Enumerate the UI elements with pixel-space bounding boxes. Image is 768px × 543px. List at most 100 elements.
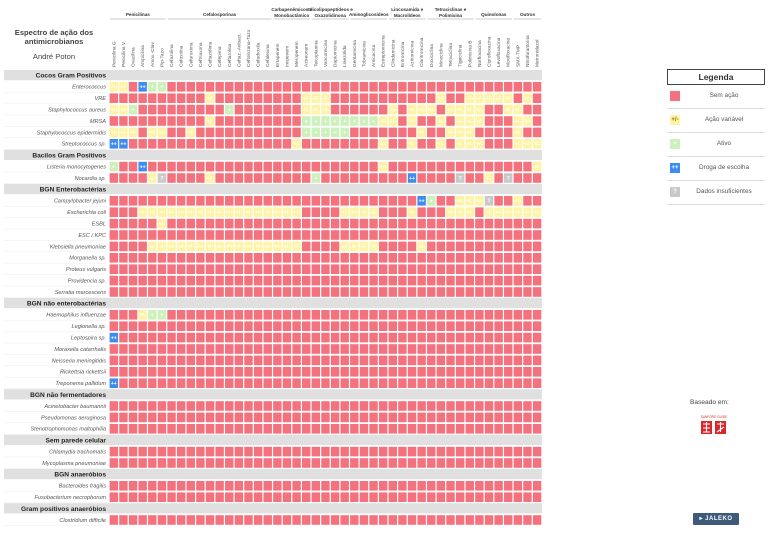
- cell-neisseria-meningitidis-tigeciclina: [455, 355, 465, 366]
- cell-fusobacterium-necrophorum-cefuroxima: [186, 492, 195, 502]
- cell-staphylococcus-aureus-teicoplanina: [311, 104, 321, 115]
- cell-nocardia-sp-ceftarolina: [225, 173, 234, 183]
- cell-esbl-ertapenem: [273, 218, 282, 229]
- cell-streptococcus-sp-eritromicina: [398, 139, 407, 149]
- cell-staphylococcus-epidermidis-cefadroxila: [253, 127, 263, 138]
- cell-esbl-claritromicina: [417, 218, 426, 229]
- cell-symbol-mrsa-clindamicina: +/-: [390, 119, 396, 125]
- cell-esc-kpc-ertapenem: [273, 230, 282, 240]
- cell-vre-ceftazidima: [205, 93, 215, 103]
- cell-symbol-haemophilus-influenzae-pip-tazo: +: [160, 313, 163, 319]
- cell-treponema-pallidum-metronidazol: [532, 378, 542, 388]
- cell-acinetobacter-baumannii-claritromicina: [417, 401, 426, 411]
- legend-swatch-ativo: +: [670, 139, 680, 149]
- cell-esc-kpc-ampicilina: [138, 230, 147, 240]
- cell-symbol-staphylococcus-aureus-ceftarolina: +: [228, 107, 231, 113]
- cell-mycoplasma-pneumoniae-moxifloxacina: [504, 458, 513, 468]
- cell-rickettsia-rickettsii-penicilina-g: [109, 367, 119, 377]
- cell-esbl-penicilina-g: [109, 218, 119, 229]
- cell-treponema-pallidum-teicoplanina: [311, 378, 321, 388]
- cell-bacteroides-fragilis-eritromicina: [398, 481, 407, 491]
- cell-staphylococcus-epidermidis-amicacina: [369, 127, 378, 138]
- cell-morganella-sp-ceftarolina: [225, 253, 234, 263]
- cell-providencia-sp-linezolida: [340, 275, 349, 286]
- cell-klebsiella-pneumoniae-vancomicina: [321, 241, 330, 252]
- cell-mycoplasma-pneumoniae-norfloxacina: [475, 458, 484, 468]
- cell-campylobacter-jejuni-penicilina-v: [119, 196, 128, 206]
- cell-esbl-tigeciclina: [455, 218, 465, 229]
- cell-staphylococcus-aureus-tigeciclina: [455, 104, 465, 115]
- cell-serratia-marcescens-gentamicina: [350, 287, 359, 297]
- cell-leptospira-sp-tigeciclina: [455, 332, 465, 343]
- cell-treponema-pallidum-oxacilina: [128, 378, 138, 388]
- cell-listeria-monocytogenes-ceftarolina: [225, 161, 234, 172]
- cell-legionella-sp-smx-tmp: [513, 321, 523, 331]
- cell-morganella-sp-cefazolina: [167, 253, 176, 263]
- cell-listeria-monocytogenes-cefalexina: [263, 161, 272, 172]
- cell-stenotrophomonas-maltophilia-ceftriaxona: [196, 424, 205, 434]
- cell-moraxella-catarrhalis-amicacina: [369, 344, 378, 354]
- cell-symbol-klebsiella-pneumoniae-meropenem: +/-: [293, 244, 299, 250]
- cell-haemophilus-influenzae-pip-tazo: [157, 310, 167, 320]
- cell-leptospira-sp-ampicilina: [138, 332, 147, 343]
- cell-clostridium-difficile-cefuroxima: [186, 515, 195, 525]
- cell-mycoplasma-pneumoniae-ceftolozana-tazo: [244, 458, 253, 468]
- cell-chlamydia-trachomatis-daptomicina: [330, 446, 340, 457]
- cell-vre-ertapenem: [273, 93, 282, 103]
- cell-esbl-ceftaz-avibact: [234, 218, 244, 229]
- group-header-line2-carbapenemicos-e-monobactamico: Monobactâmico: [274, 13, 309, 18]
- cell-neisseria-meningitidis-norfloxacina: [475, 355, 484, 366]
- cell-escherichia-coli-levofloxacina: [494, 207, 503, 217]
- cell-staphylococcus-aureus-vancomicina: [321, 104, 330, 115]
- group-header-quinolonas: Quinolonas: [481, 12, 507, 17]
- cell-esc-kpc-norfloxacina: [475, 230, 484, 240]
- cell-morganella-sp-linezolida: [340, 253, 349, 263]
- cell-symbol-nocardia-sp-teicoplanina: +: [314, 176, 317, 182]
- cell-campylobacter-jejuni-tetraciclina: [446, 196, 455, 206]
- cell-treponema-pallidum-pip-tazo: [157, 378, 167, 388]
- cell-mrsa-gentamicina: [350, 116, 359, 126]
- cell-providencia-sp-smx-tmp: [513, 275, 523, 286]
- cell-bacteroides-fragilis-polimixina-b: [465, 481, 474, 491]
- cell-pseudomonas-aeruginosa-cefepima: [215, 412, 224, 423]
- cell-klebsiella-pneumoniae-ampicilina: [138, 241, 147, 252]
- cell-esc-kpc-moxifloxacina: [504, 230, 513, 240]
- cell-klebsiella-pneumoniae-imipenem: [282, 241, 292, 252]
- cell-bacteroides-fragilis-ceftarolina: [225, 481, 234, 491]
- cell-legionella-sp-ceftarolina: [225, 321, 234, 331]
- cell-proteus-vulgaris-cefazolina: [167, 264, 176, 274]
- cell-neisseria-meningitidis-imipenem: [282, 355, 292, 366]
- cell-listeria-monocytogenes-moxifloxacina: [504, 161, 513, 172]
- cell-enterococcus-cefoxitina: [176, 82, 186, 92]
- cell-enterococcus-ertapenem: [273, 82, 282, 92]
- cell-proteus-vulgaris-clindamicina: [388, 264, 397, 274]
- cell-mrsa-vancomicina: [321, 116, 330, 126]
- cell-staphylococcus-aureus-claritromicina: [417, 104, 426, 115]
- cell-serratia-marcescens-minociclina: [436, 287, 446, 297]
- cell-leptospira-sp-cefazolina: [167, 332, 176, 343]
- cell-providencia-sp-ceftolozana-tazo: [244, 275, 253, 286]
- section-band-bgn-anaerobios: [4, 469, 542, 480]
- cell-clostridium-difficile-ciprofloxacina: [484, 515, 494, 525]
- cell-staphylococcus-aureus-ampicilina: [138, 104, 147, 115]
- jaleko-logo: ▸ JALEKO: [693, 513, 739, 525]
- column-label-ceftaz-avibact: Ceftaz.-Avibact.: [236, 33, 242, 67]
- cell-fusobacterium-necrophorum-levofloxacina: [494, 492, 503, 502]
- cell-chlamydia-trachomatis-ciprofloxacina: [484, 446, 494, 457]
- cell-legionella-sp-amox-clav: [148, 321, 157, 331]
- cell-enterococcus-eritromicina: [398, 82, 407, 92]
- cell-rickettsia-rickettsii-estreptomicina: [378, 367, 388, 377]
- cell-nocardia-sp-teicoplanina: [311, 173, 321, 183]
- cell-symbol-staphylococcus-aureus-tigeciclina: +/-: [457, 107, 463, 113]
- cell-moraxella-catarrhalis-cefazolina: [167, 344, 176, 354]
- cell-listeria-monocytogenes-meropenem: [292, 161, 301, 172]
- cell-rickettsia-rickettsii-azitromicina: [407, 367, 417, 377]
- cell-rickettsia-rickettsii-eritromicina: [398, 367, 407, 377]
- cell-enterococcus-daptomicina: [330, 82, 340, 92]
- cell-fusobacterium-necrophorum-teicoplanina: [311, 492, 321, 502]
- cell-staphylococcus-aureus-cefuroxima: [186, 104, 195, 115]
- cell-symbol-staphylococcus-aureus-vancomicina: +/-: [322, 107, 328, 113]
- cell-esbl-ceftarolina: [225, 218, 234, 229]
- cell-enterococcus-ampicilina: [138, 82, 147, 92]
- cell-esc-kpc-tetraciclina: [446, 230, 455, 240]
